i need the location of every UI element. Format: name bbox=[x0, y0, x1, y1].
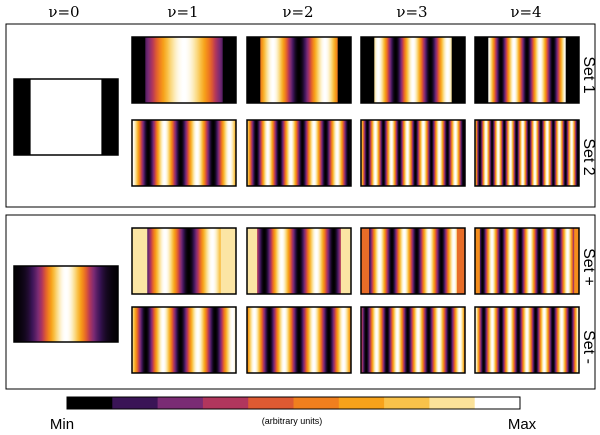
pattern-tile-panel1-row1-v3 bbox=[360, 36, 466, 104]
color-scale-max-label: Max bbox=[508, 416, 537, 433]
row-label-set-plus: Set + bbox=[580, 248, 597, 286]
panel-frame-top bbox=[5, 23, 596, 208]
pattern-tile-panel1-row2-v1 bbox=[131, 119, 237, 187]
color-scale-min-label: Min bbox=[50, 416, 74, 433]
pattern-tile-panel1-row1-v4 bbox=[474, 36, 580, 104]
color-scale-segment-1 bbox=[112, 397, 159, 409]
pattern-tile-panel2-rowboth-v0 bbox=[13, 265, 119, 343]
row-label-set-2: Set 2 bbox=[580, 138, 597, 175]
color-scale-frame bbox=[66, 396, 521, 410]
row-label-set-1: Set 1 bbox=[580, 56, 597, 93]
color-scale-segment-9 bbox=[474, 397, 521, 409]
color-scale-bar bbox=[67, 397, 521, 409]
pattern-tile-panel1-row1-v1 bbox=[131, 36, 237, 104]
color-scale-segment-8 bbox=[429, 397, 476, 409]
column-labels: ν=0 ν=1 ν=2 ν=3 ν=4 bbox=[48, 3, 541, 21]
column-label-v0: ν=0 bbox=[48, 3, 79, 21]
column-label-v3: ν=3 bbox=[396, 3, 427, 21]
pattern-tile-panel2-row2-v3 bbox=[360, 306, 466, 374]
color-scale-segment-5 bbox=[293, 397, 340, 409]
pattern-tile-panel2-row2-v1 bbox=[131, 306, 237, 374]
pattern-tile-panel1-row1-v2 bbox=[246, 36, 352, 104]
color-scale-segment-4 bbox=[248, 397, 294, 409]
pattern-tile-panel2-row1-v4 bbox=[474, 227, 580, 295]
pattern-tile-panel2-row1-v1 bbox=[131, 227, 237, 295]
column-label-v4: ν=4 bbox=[510, 3, 541, 21]
pattern-tile-panel1-row2-v2 bbox=[246, 119, 352, 187]
pattern-tile-panel1-row2-v3 bbox=[360, 119, 466, 187]
pattern-tile-panel1-row2-v4 bbox=[474, 119, 580, 187]
color-scale-segment-2 bbox=[157, 397, 204, 409]
pattern-tile-panel2-row2-v2 bbox=[246, 306, 352, 374]
column-label-v2: ν=2 bbox=[282, 3, 313, 21]
panel-frame-bottom bbox=[5, 214, 596, 390]
color-scale-unit-label: (arbitrary units) bbox=[262, 416, 323, 426]
color-scale-segment-6 bbox=[338, 397, 385, 409]
row-label-set-minus: Set - bbox=[580, 330, 597, 364]
column-label-v1: ν=1 bbox=[167, 3, 198, 21]
color-scale-segment-0 bbox=[67, 397, 113, 409]
pattern-tile-panel2-row1-v3 bbox=[360, 227, 466, 295]
pattern-tile-panel2-row2-v4 bbox=[474, 306, 580, 374]
color-scale-segment-3 bbox=[202, 397, 249, 409]
pattern-tile-panel2-row1-v2 bbox=[246, 227, 352, 295]
pattern-tile-panel1-rowboth-v0 bbox=[13, 78, 119, 156]
color-scale-segment-7 bbox=[384, 397, 430, 409]
tile-grid bbox=[13, 36, 580, 374]
